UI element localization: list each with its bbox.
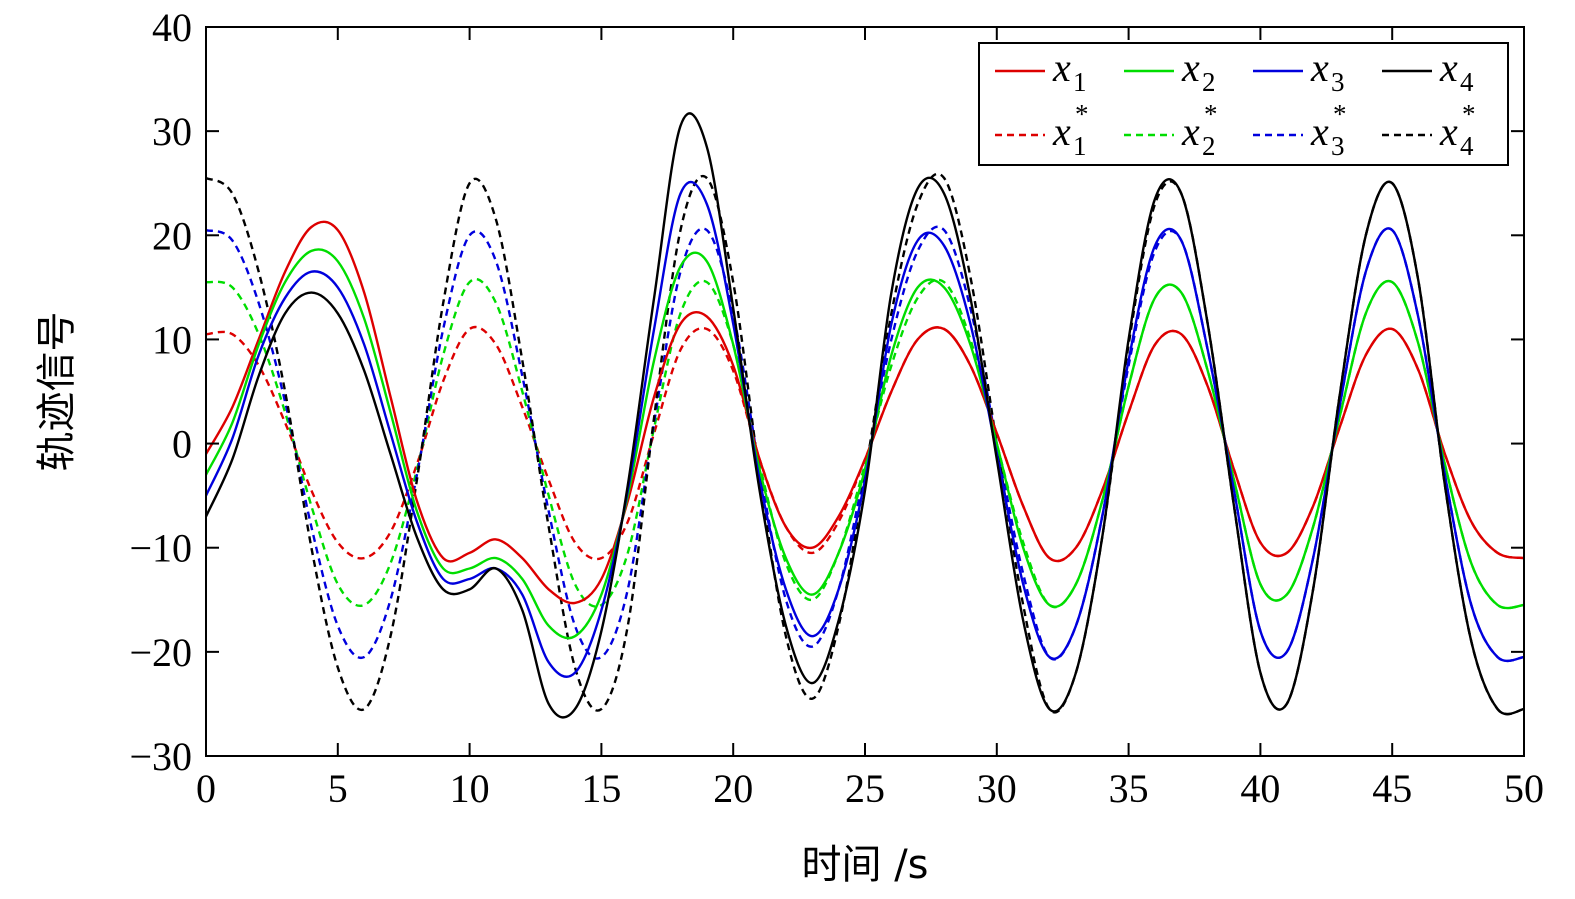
series-layer bbox=[206, 112, 1524, 719]
series-line-x2-star bbox=[206, 277, 1524, 610]
series-line-x1-star bbox=[206, 325, 1524, 563]
y-tick-label: 30 bbox=[152, 109, 192, 154]
y-tick-label: 20 bbox=[152, 213, 192, 258]
x-tick-label: 15 bbox=[581, 766, 621, 811]
y-tick-label: 40 bbox=[152, 5, 192, 50]
legend-label: x bbox=[1439, 109, 1458, 154]
legend-item: x 2* bbox=[1124, 99, 1218, 161]
y-axis-label: 轨迹信号 bbox=[34, 312, 80, 472]
y-tick-label: 0 bbox=[172, 422, 192, 467]
series-line-x3 bbox=[206, 180, 1524, 678]
legend-label: x bbox=[1310, 109, 1329, 154]
legend-item: x 4* bbox=[1382, 99, 1476, 161]
x-tick-label: 25 bbox=[845, 766, 885, 811]
legend-label-subscript: 1 bbox=[1073, 131, 1087, 161]
series-line-x2 bbox=[206, 248, 1524, 640]
legend-label-superscript: * bbox=[1462, 99, 1476, 129]
x-tick-label: 50 bbox=[1504, 766, 1544, 811]
legend-label: x bbox=[1181, 109, 1200, 154]
x-tick-label: 40 bbox=[1240, 766, 1280, 811]
legend-label: x bbox=[1310, 45, 1329, 90]
y-tick-label: −10 bbox=[129, 526, 192, 571]
x-tick-label: 5 bbox=[328, 766, 348, 811]
y-tick-label: 10 bbox=[152, 317, 192, 362]
series-line-x4 bbox=[206, 112, 1524, 719]
x-tick-label: 0 bbox=[196, 766, 216, 811]
legend-label-subscript: 2 bbox=[1202, 67, 1216, 97]
legend-label: x bbox=[1181, 45, 1200, 90]
x-tick-label: 10 bbox=[450, 766, 490, 811]
x-tick-label: 35 bbox=[1109, 766, 1149, 811]
legend: x 1 x 2 x 3 x 4x 1* x 2* x 3* x 4* bbox=[978, 42, 1509, 166]
legend-item: x 1* bbox=[995, 99, 1089, 161]
legend-label-subscript: 2 bbox=[1202, 131, 1216, 161]
legend-label-subscript: 4 bbox=[1460, 131, 1474, 161]
series-line-x1 bbox=[206, 220, 1524, 605]
series-line-x3-star bbox=[206, 225, 1524, 663]
legend-label: x bbox=[1439, 45, 1458, 90]
legend-label: x bbox=[1052, 109, 1071, 154]
legend-label-superscript: * bbox=[1204, 99, 1218, 129]
x-tick-label: 30 bbox=[977, 766, 1017, 811]
x-axis-label: 时间 /s bbox=[801, 842, 928, 888]
tick-layer: 0 5 10 15 20 25 30 35 40 45 50 −30 −20 −10 0 10 20 30 40 bbox=[129, 5, 1544, 811]
x-tick-label: 45 bbox=[1372, 766, 1412, 811]
legend-items: x 1 x 2 x 3 x 4x 1* x 2* x 3* x 4* bbox=[995, 45, 1476, 161]
y-tick-label: −20 bbox=[129, 630, 192, 675]
legend-box bbox=[978, 42, 1509, 166]
x-tick-label: 20 bbox=[713, 766, 753, 811]
legend-label-superscript: * bbox=[1075, 99, 1089, 129]
series-line-x4-star bbox=[206, 172, 1524, 716]
legend-item: x 3* bbox=[1253, 99, 1347, 161]
y-tick-label: −30 bbox=[129, 734, 192, 779]
legend-label-subscript: 3 bbox=[1331, 131, 1345, 161]
legend-label-subscript: 3 bbox=[1331, 67, 1345, 97]
legend-label-subscript: 1 bbox=[1073, 67, 1087, 97]
legend-label-subscript: 4 bbox=[1460, 67, 1474, 97]
legend-label: x bbox=[1052, 45, 1071, 90]
legend-label-superscript: * bbox=[1333, 99, 1347, 129]
